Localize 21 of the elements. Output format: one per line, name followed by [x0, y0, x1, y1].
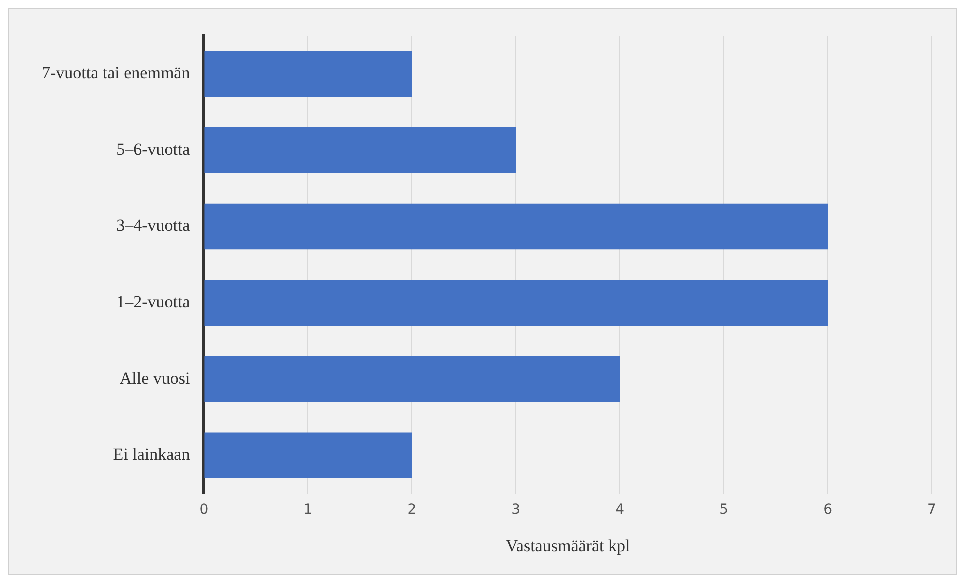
y-tick-label: Ei lainkaan [113, 445, 191, 464]
bar [204, 356, 620, 402]
y-tick-label: 1–2-vuotta [116, 292, 191, 312]
bar [204, 204, 828, 250]
x-tick-label: 3 [512, 502, 521, 518]
x-tick-label: 4 [616, 502, 625, 518]
y-tick-label: Alle vuosi [120, 368, 190, 388]
x-tick-label: 0 [200, 502, 209, 518]
y-tick-label: 3–4-vuotta [116, 216, 191, 236]
bar [204, 51, 412, 98]
bar [204, 432, 412, 479]
x-tick-label: 6 [824, 502, 833, 518]
bar [204, 128, 516, 174]
x-axis-title: Vastausmäärät kpl [506, 536, 630, 556]
y-tick-label: 7-vuotta tai enemmän [42, 64, 191, 83]
x-tick-label: 1 [304, 502, 313, 518]
bar [204, 280, 828, 326]
y-tick-label: 5–6-vuotta [116, 140, 191, 159]
x-tick-label: 7 [928, 502, 936, 518]
x-tick-label: 5 [720, 502, 729, 518]
x-tick-label: 2 [408, 502, 417, 518]
